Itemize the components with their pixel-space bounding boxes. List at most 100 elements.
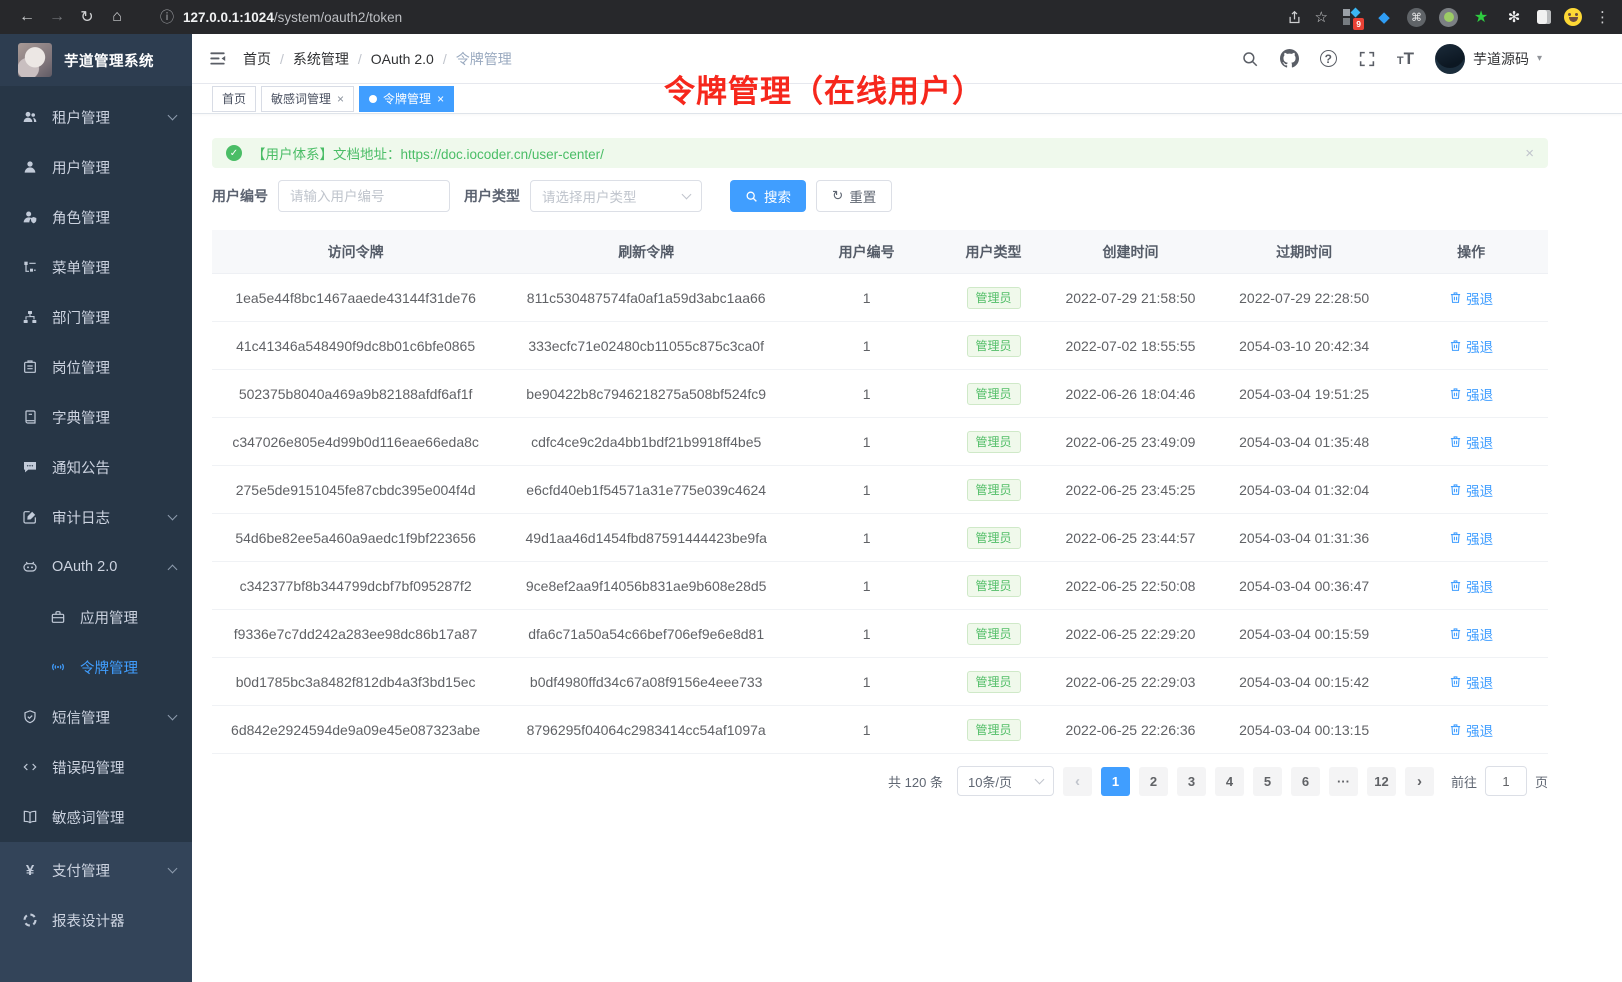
alert-doc-link[interactable]: https://doc.iocoder.cn/user-center/: [400, 147, 604, 162]
browser-menu-icon[interactable]: ⋮: [1595, 9, 1610, 26]
url-path: /system/oauth2/token: [273, 9, 403, 25]
breadcrumb-home[interactable]: 首页: [243, 50, 271, 67]
browser-reload-icon[interactable]: ↻: [80, 9, 94, 26]
tab-token[interactable]: 令牌管理 ×: [359, 85, 455, 112]
force-logout-button[interactable]: 强退: [1449, 576, 1493, 596]
force-logout-button[interactable]: 强退: [1449, 288, 1493, 308]
chevron-down-icon: [1034, 774, 1045, 785]
sidebar-item-pay[interactable]: ¥ 支付管理: [0, 845, 192, 895]
page-button-5[interactable]: 5: [1252, 766, 1282, 796]
sidebar-item-oauth[interactable]: OAuth 2.0: [0, 542, 192, 592]
refresh-token-cell: 8796295f04064c2983414cc54af1097a: [526, 721, 766, 738]
sidebar-item-report[interactable]: 报表设计器: [0, 895, 192, 945]
page-size-select[interactable]: 10条/页: [956, 766, 1054, 796]
refresh-token-cell: cdfc4ce9c2da4bb1bdf21b9918ff4be5: [531, 433, 762, 450]
extension-cmd-icon[interactable]: ⌘: [1407, 7, 1426, 27]
page-button-2[interactable]: 2: [1138, 766, 1168, 796]
close-icon[interactable]: ×: [337, 91, 345, 106]
browser-home-icon[interactable]: ⌂: [112, 8, 122, 25]
force-logout-label: 强退: [1466, 723, 1494, 739]
user-menu[interactable]: 芋道源码 ▾: [1434, 43, 1542, 74]
sidebar-item-oauth-token[interactable]: 令牌管理: [0, 642, 192, 692]
tab-home[interactable]: 首页: [212, 85, 257, 112]
page-button-4[interactable]: 4: [1214, 766, 1244, 796]
force-logout-button[interactable]: 强退: [1449, 720, 1493, 740]
sidebar-item-tenant[interactable]: 租户管理: [0, 92, 192, 142]
extension-flower-icon[interactable]: ✻: [1507, 9, 1521, 26]
extension-gem-icon[interactable]: ◆: [1378, 9, 1390, 26]
alert-close-icon[interactable]: ×: [1525, 144, 1534, 162]
sidebar-item-notice[interactable]: 通知公告: [0, 442, 192, 492]
force-logout-button[interactable]: 强退: [1449, 624, 1493, 644]
github-icon[interactable]: [1279, 49, 1299, 68]
bookmark-star-icon[interactable]: ☆: [1314, 9, 1328, 26]
total-count: 共 120 条: [888, 774, 943, 790]
brand[interactable]: 芋道管理系统: [0, 34, 192, 86]
profile-emoji-icon[interactable]: [1564, 8, 1582, 26]
sidebar-item-oauth-app[interactable]: 应用管理: [0, 592, 192, 642]
robot-icon: [21, 558, 39, 576]
site-info-icon[interactable]: ⓘ: [160, 9, 174, 25]
browser-forward-icon[interactable]: →: [49, 8, 65, 25]
refresh-token-cell: e6cfd40eb1f54571a31e775e039c4624: [526, 481, 767, 498]
table-row: 502375b8040a469a9b82188afdf6af1f be90422…: [212, 370, 1548, 418]
browser-toolbar: ← → ↻ ⌂ ⓘ 127.0.0.1:1024/system/oauth2/t…: [0, 0, 1622, 34]
browser-back-icon[interactable]: ←: [19, 8, 35, 25]
extension-star-icon[interactable]: ★: [1473, 9, 1489, 26]
search-icon[interactable]: [1241, 50, 1259, 68]
page-button-6[interactable]: 6: [1290, 766, 1320, 796]
expire-time-cell: 2054-03-04 19:51:25: [1239, 385, 1370, 402]
extension-grid-icon[interactable]: 9: [1341, 7, 1364, 30]
share-icon[interactable]: [1287, 10, 1302, 25]
page-button-3[interactable]: 3: [1176, 766, 1206, 796]
page-button-1[interactable]: 1: [1100, 766, 1130, 796]
sidebar-item-audit[interactable]: 审计日志: [0, 492, 192, 542]
table-row: 41c41346a548490f9dc8b01c6bfe0865 333ecfc…: [212, 322, 1548, 370]
reset-button[interactable]: ↻ 重置: [816, 180, 893, 212]
sidebar-item-user[interactable]: 用户管理: [0, 142, 192, 192]
extension-sidebar-icon[interactable]: [1537, 10, 1551, 24]
sidebar-item-role[interactable]: 角色管理: [0, 192, 192, 242]
force-logout-button[interactable]: 强退: [1449, 480, 1493, 500]
sidebar-item-post[interactable]: 岗位管理: [0, 342, 192, 392]
sidebar-item-dict[interactable]: 字典管理: [0, 392, 192, 442]
jump-page-input[interactable]: [1484, 766, 1527, 796]
active-dot: [369, 94, 378, 103]
prev-page-button[interactable]: ‹: [1062, 766, 1092, 796]
page-button-12[interactable]: 12: [1366, 766, 1396, 796]
force-logout-button[interactable]: 强退: [1449, 432, 1493, 452]
sidebar-item-sensitive[interactable]: 敏感词管理: [0, 792, 192, 842]
trash-icon: [1451, 436, 1461, 447]
sidebar-item-dept[interactable]: 部门管理: [0, 292, 192, 342]
sidebar-item-sms[interactable]: 短信管理: [0, 692, 192, 742]
next-page-button[interactable]: ›: [1404, 766, 1434, 796]
fullscreen-icon[interactable]: [1358, 50, 1376, 68]
help-icon[interactable]: ?: [1319, 50, 1337, 67]
expire-time-cell: 2054-03-04 01:35:48: [1239, 433, 1370, 450]
sidebar-toggle-icon[interactable]: [208, 49, 227, 68]
chevron-down-icon: [681, 189, 692, 200]
extension-record-icon[interactable]: [1439, 7, 1458, 27]
user-id-input[interactable]: [290, 188, 438, 204]
address-bar[interactable]: ⓘ 127.0.0.1:1024/system/oauth2/token: [160, 7, 1287, 27]
trash-icon: [1451, 388, 1461, 399]
tab-sensitive-word[interactable]: 敏感词管理 ×: [261, 85, 355, 112]
force-logout-button[interactable]: 强退: [1449, 528, 1493, 548]
force-logout-button[interactable]: 强退: [1449, 672, 1493, 692]
sidebar-item-menu[interactable]: 菜单管理: [0, 242, 192, 292]
breadcrumb-oauth[interactable]: OAuth 2.0: [370, 50, 434, 67]
close-icon[interactable]: ×: [437, 91, 445, 106]
search-button[interactable]: 搜索: [730, 180, 806, 212]
force-logout-label: 强退: [1466, 387, 1494, 403]
extension-badge: 9: [1353, 18, 1364, 30]
id-badge-icon: [21, 358, 39, 376]
force-logout-button[interactable]: 强退: [1449, 336, 1493, 356]
expire-time-cell: 2054-03-04 00:15:59: [1239, 625, 1370, 642]
more-pages-button[interactable]: ···: [1328, 766, 1358, 796]
force-logout-button[interactable]: 强退: [1449, 384, 1493, 404]
user-id-cell: 1: [862, 433, 871, 450]
sidebar-item-errcode[interactable]: 错误码管理: [0, 742, 192, 792]
breadcrumb-system[interactable]: 系统管理: [292, 50, 349, 67]
user-type-select[interactable]: 请选择用户类型: [530, 180, 702, 212]
